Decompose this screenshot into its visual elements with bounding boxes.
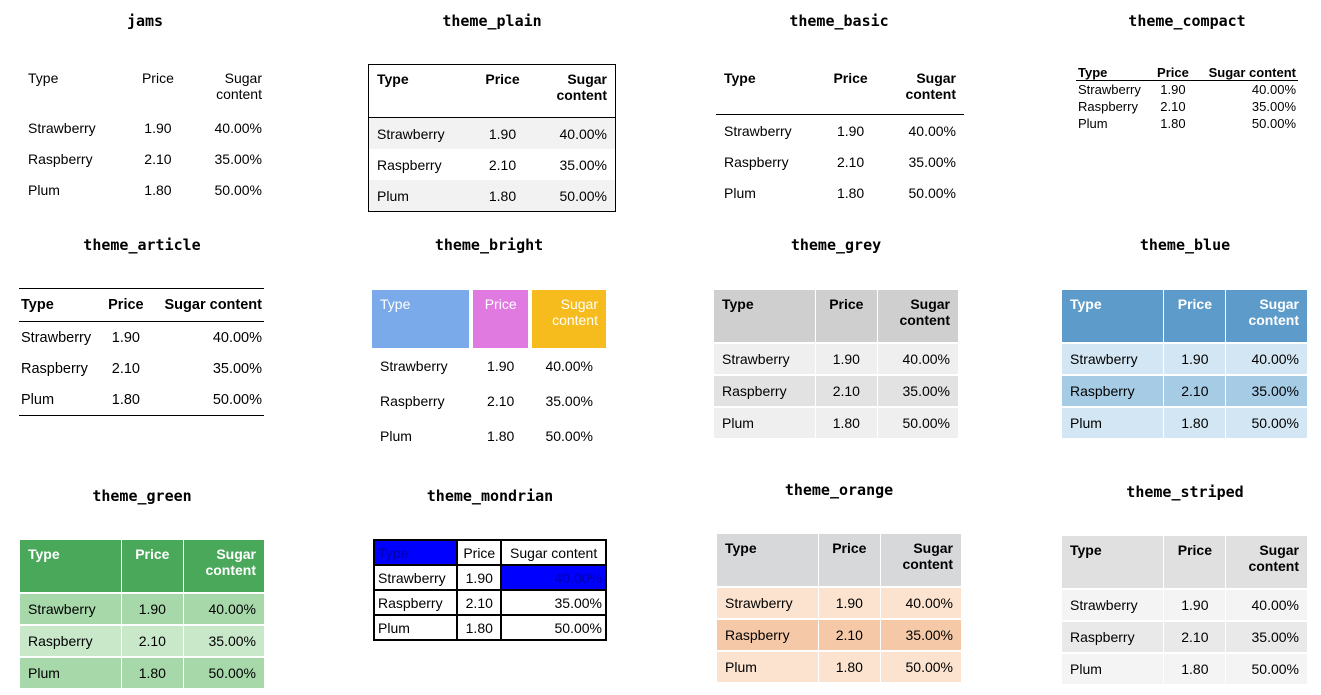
table-row: Plum 1.80 50.00% <box>724 184 956 201</box>
table-row: Raspberry 2.10 35.00% <box>1062 622 1307 652</box>
table-row: Raspberry 2.10 35.00% <box>20 626 264 656</box>
table-row: Strawberry 1.90 40.00% <box>368 117 616 149</box>
title-orange: theme_orange <box>784 481 894 499</box>
header-price: Price <box>141 70 174 86</box>
table-row: Strawberry 1.90 40.00% <box>724 122 956 139</box>
table-row: Plum 1.80 50.00% <box>717 652 961 682</box>
table-row: Strawberry 1.90 40.00% <box>372 564 607 591</box>
table-row: Plum 1.80 50.00% <box>368 180 616 212</box>
table-row: Strawberry 1.90 40.00% <box>380 357 593 374</box>
header-price: Price <box>456 539 503 566</box>
title-jams: jams <box>126 12 164 30</box>
table-compact: Type Price Sugar content Strawberry 1.90 4… <box>1076 63 1298 131</box>
table-green: Type Price Sugar content Strawberry 1.90 40… <box>19 538 265 690</box>
table-row: Plum 1.80 50.00% <box>714 408 958 438</box>
table-striped: Type Price Sugar content Strawberry 1.90 40… <box>1061 534 1308 686</box>
table-blue: Type Price Sugar content Strawberry 1.90 40… <box>1061 288 1308 440</box>
table-row: Plum 1.80 50.00% <box>21 391 262 408</box>
title-green: theme_green <box>92 487 192 505</box>
title-striped: theme_striped <box>1126 483 1244 501</box>
title-plain: theme_plain <box>442 12 542 30</box>
header-type: Type <box>372 290 469 348</box>
table-row: Strawberry 1.90 40.00% <box>1078 81 1296 97</box>
table-basic: Type Price Sugar content Strawberry 1.90 40… <box>716 68 964 208</box>
table-row: Raspberry 2.10 35.00% <box>724 153 956 170</box>
table-row: Plum 1.80 50.00% <box>20 658 264 688</box>
title-article: theme_article <box>83 236 201 254</box>
table-row: Strawberry 1.90 40.00% <box>28 119 262 136</box>
table-row: Strawberry 1.90 40.00% <box>20 594 264 624</box>
table-row: Plum 1.80 50.00% <box>380 427 593 444</box>
table-row: Raspberry 2.10 35.00% <box>1078 98 1296 114</box>
table-row: Raspberry 2.10 35.00% <box>714 376 958 406</box>
header-price: Price <box>472 290 529 348</box>
table-row: Raspberry 2.10 35.00% <box>377 156 607 173</box>
header-type: Type <box>372 539 459 566</box>
table-row: Raspberry 2.10 35.00% <box>717 620 961 650</box>
table-grey: Type Price Sugar content Strawberry 1.90 40… <box>713 288 959 440</box>
title-compact: theme_compact <box>1128 12 1246 30</box>
table-row: Plum 1.80 50.00% <box>28 181 262 198</box>
title-grey: theme_grey <box>790 236 882 254</box>
table-row: Strawberry 1.90 40.00% <box>1062 590 1307 620</box>
table-row: Raspberry 2.10 35.00% <box>380 392 593 409</box>
table-article: Type Price Sugar content Strawberry 1.90 4… <box>19 288 264 416</box>
table-row: Strawberry 1.90 40.00% <box>714 344 958 374</box>
table-row: Plum 1.80 50.00% <box>1062 654 1307 684</box>
table-plain: Type Price Sugar content Strawberry 1.90 40… <box>368 64 616 212</box>
table-mondrian: Type Price Sugar content Strawberry 1.90 4… <box>372 539 607 641</box>
table-orange: Type Price Sugar content Strawberry 1.90 40… <box>716 532 962 684</box>
table-row: Strawberry 1.90 40.00% <box>717 588 961 618</box>
table-row: Plum 1.80 50.00% <box>372 614 607 641</box>
header-type: Type <box>28 70 59 86</box>
table-bright: Type Price Sugar content Strawberry 1.90 40… <box>368 290 610 453</box>
table-row: Raspberry 2.10 35.00% <box>28 150 262 167</box>
header-sugar: Sugar content <box>216 70 262 102</box>
table-row: Plum 1.80 50.00% <box>1078 115 1296 131</box>
title-blue: theme_blue <box>1139 236 1231 254</box>
table-row: Strawberry 1.90 40.00% <box>1062 344 1307 374</box>
table-row: Raspberry 2.10 35.00% <box>1062 376 1307 406</box>
table-jams: Type Price Sugar content Strawberry 1.90 40… <box>20 68 270 205</box>
header-sugar: Sugar content <box>500 539 607 566</box>
table-row: Raspberry 2.10 35.00% <box>372 589 607 616</box>
header-sugar: Sugar content <box>532 290 606 348</box>
title-bright: theme_bright <box>434 236 544 254</box>
title-mondrian: theme_mondrian <box>426 487 554 505</box>
table-row: Raspberry 2.10 35.00% <box>21 360 262 377</box>
title-basic: theme_basic <box>789 12 889 30</box>
table-row: Plum 1.80 50.00% <box>1062 408 1307 438</box>
table-row: Strawberry 1.90 40.00% <box>21 329 262 346</box>
